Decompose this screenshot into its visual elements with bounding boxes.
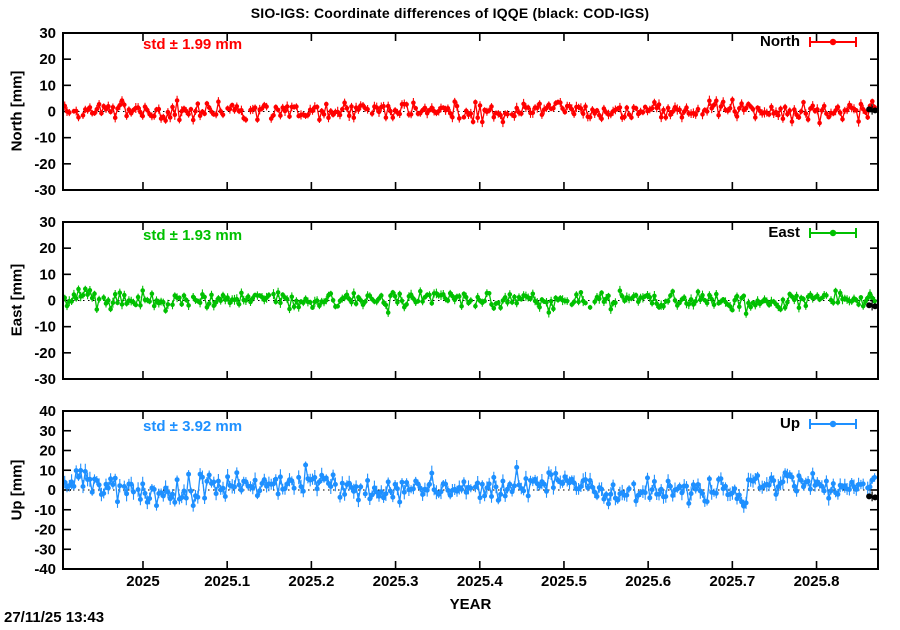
y-tick-label: 0 (48, 104, 56, 121)
east-markers (63, 286, 877, 316)
x-tick-label: 2025.4 (457, 573, 504, 590)
x-tick-label: 2025.8 (794, 573, 840, 590)
x-axis-label: YEAR (449, 596, 492, 613)
east-legend: East (768, 224, 858, 241)
north-markers (63, 97, 877, 126)
panel-border (62, 221, 879, 380)
east-cod-igs-point (866, 299, 878, 311)
y-tick-label: 30 (39, 214, 56, 231)
y-tick-label: 20 (39, 240, 56, 257)
x-tick-label: 2025.6 (625, 573, 671, 590)
panel-border (62, 32, 879, 191)
panel-east: -30 -20 -10 0 10 20 30 (34, 214, 879, 388)
up-markers (63, 462, 878, 509)
north-legend-errorbar-icon (809, 36, 857, 47)
up-std-annotation: std ± 3.92 mm (143, 418, 243, 435)
north-axis-label: North [mm] (8, 70, 26, 152)
panel-north: -30 -20 -10 0 10 20 30 (34, 25, 879, 199)
east-data-series (63, 285, 877, 318)
up-cod-igs-point (866, 491, 878, 502)
y-tick-label: -20 (34, 522, 56, 539)
up-data-series (63, 460, 878, 513)
east-legend-label: East (768, 224, 800, 241)
x-tick-label: 2025.2 (288, 573, 334, 590)
east-axis-label: East [mm] (8, 263, 26, 337)
east-std-annotation: std ± 1.93 mm (143, 227, 243, 244)
y-tick-label: 10 (39, 77, 56, 94)
east-legend-errorbar-icon (809, 227, 857, 238)
y-tick-label: 0 (48, 482, 56, 499)
y-tick-label: 30 (39, 25, 56, 42)
y-tick-label: 20 (39, 51, 56, 68)
y-tick-label: -20 (34, 156, 56, 173)
y-tick-label: -30 (34, 371, 56, 388)
y-tick-label: 10 (39, 462, 56, 479)
y-tick-label: -30 (34, 182, 56, 199)
north-legend-label: North (760, 33, 800, 50)
y-tick-label: -20 (34, 345, 56, 362)
panel-up: -40 -30 -20 -10 0 10 20 30 40 2025 2025.1 2025.2 202… (34, 403, 879, 590)
y-tick-label: -30 (34, 541, 56, 558)
x-tick-label: 2025 (126, 573, 159, 590)
y-tick-label: 0 (48, 293, 56, 310)
up-legend: Up (780, 415, 858, 432)
y-tick-label: 20 (39, 443, 56, 460)
x-tick-label: 2025.5 (541, 573, 587, 590)
north-legend: North (760, 33, 858, 50)
panel-border (62, 410, 879, 570)
y-tick-label: 40 (39, 403, 56, 420)
north-data-series (63, 95, 877, 128)
y-tick-label: -10 (34, 130, 56, 147)
north-std-annotation: std ± 1.99 mm (143, 36, 243, 53)
chart-title: SIO-IGS: Coordinate differences of IQQE … (250, 5, 650, 21)
up-legend-label: Up (780, 415, 800, 432)
y-tick-label: -40 (34, 561, 56, 578)
x-tick-label: 2025.7 (709, 573, 755, 590)
x-tick-label: 2025.3 (373, 573, 419, 590)
y-tick-label: -10 (34, 319, 56, 336)
up-axis-label: Up [mm] (8, 459, 26, 521)
y-tick-label: 10 (39, 266, 56, 283)
north-cod-igs-point (866, 104, 878, 115)
y-tick-label: -10 (34, 502, 56, 519)
y-tick-label: 30 (39, 423, 56, 440)
plot-timestamp: 27/11/25 13:43 (4, 609, 105, 626)
up-legend-errorbar-icon (809, 418, 857, 429)
x-tick-label: 2025.1 (204, 573, 250, 590)
